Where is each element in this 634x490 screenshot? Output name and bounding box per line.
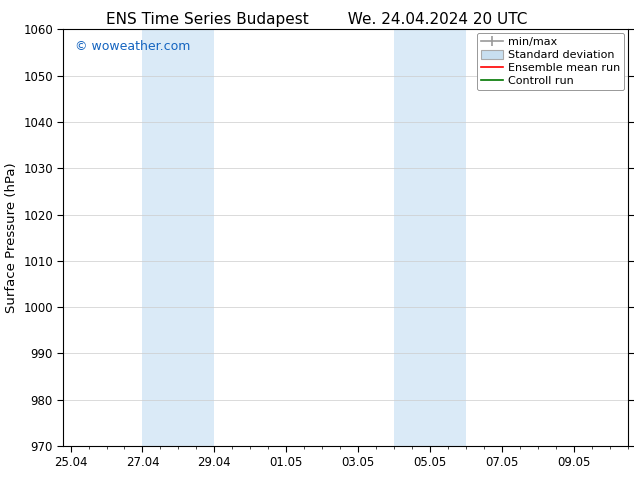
Y-axis label: Surface Pressure (hPa): Surface Pressure (hPa) — [4, 162, 18, 313]
Legend: min/max, Standard deviation, Ensemble mean run, Controll run: min/max, Standard deviation, Ensemble me… — [477, 33, 624, 90]
Bar — [143, 29, 214, 446]
Text: ENS Time Series Budapest        We. 24.04.2024 20 UTC: ENS Time Series Budapest We. 24.04.2024 … — [107, 12, 527, 27]
Text: © woweather.com: © woweather.com — [75, 40, 190, 53]
Bar — [394, 29, 466, 446]
